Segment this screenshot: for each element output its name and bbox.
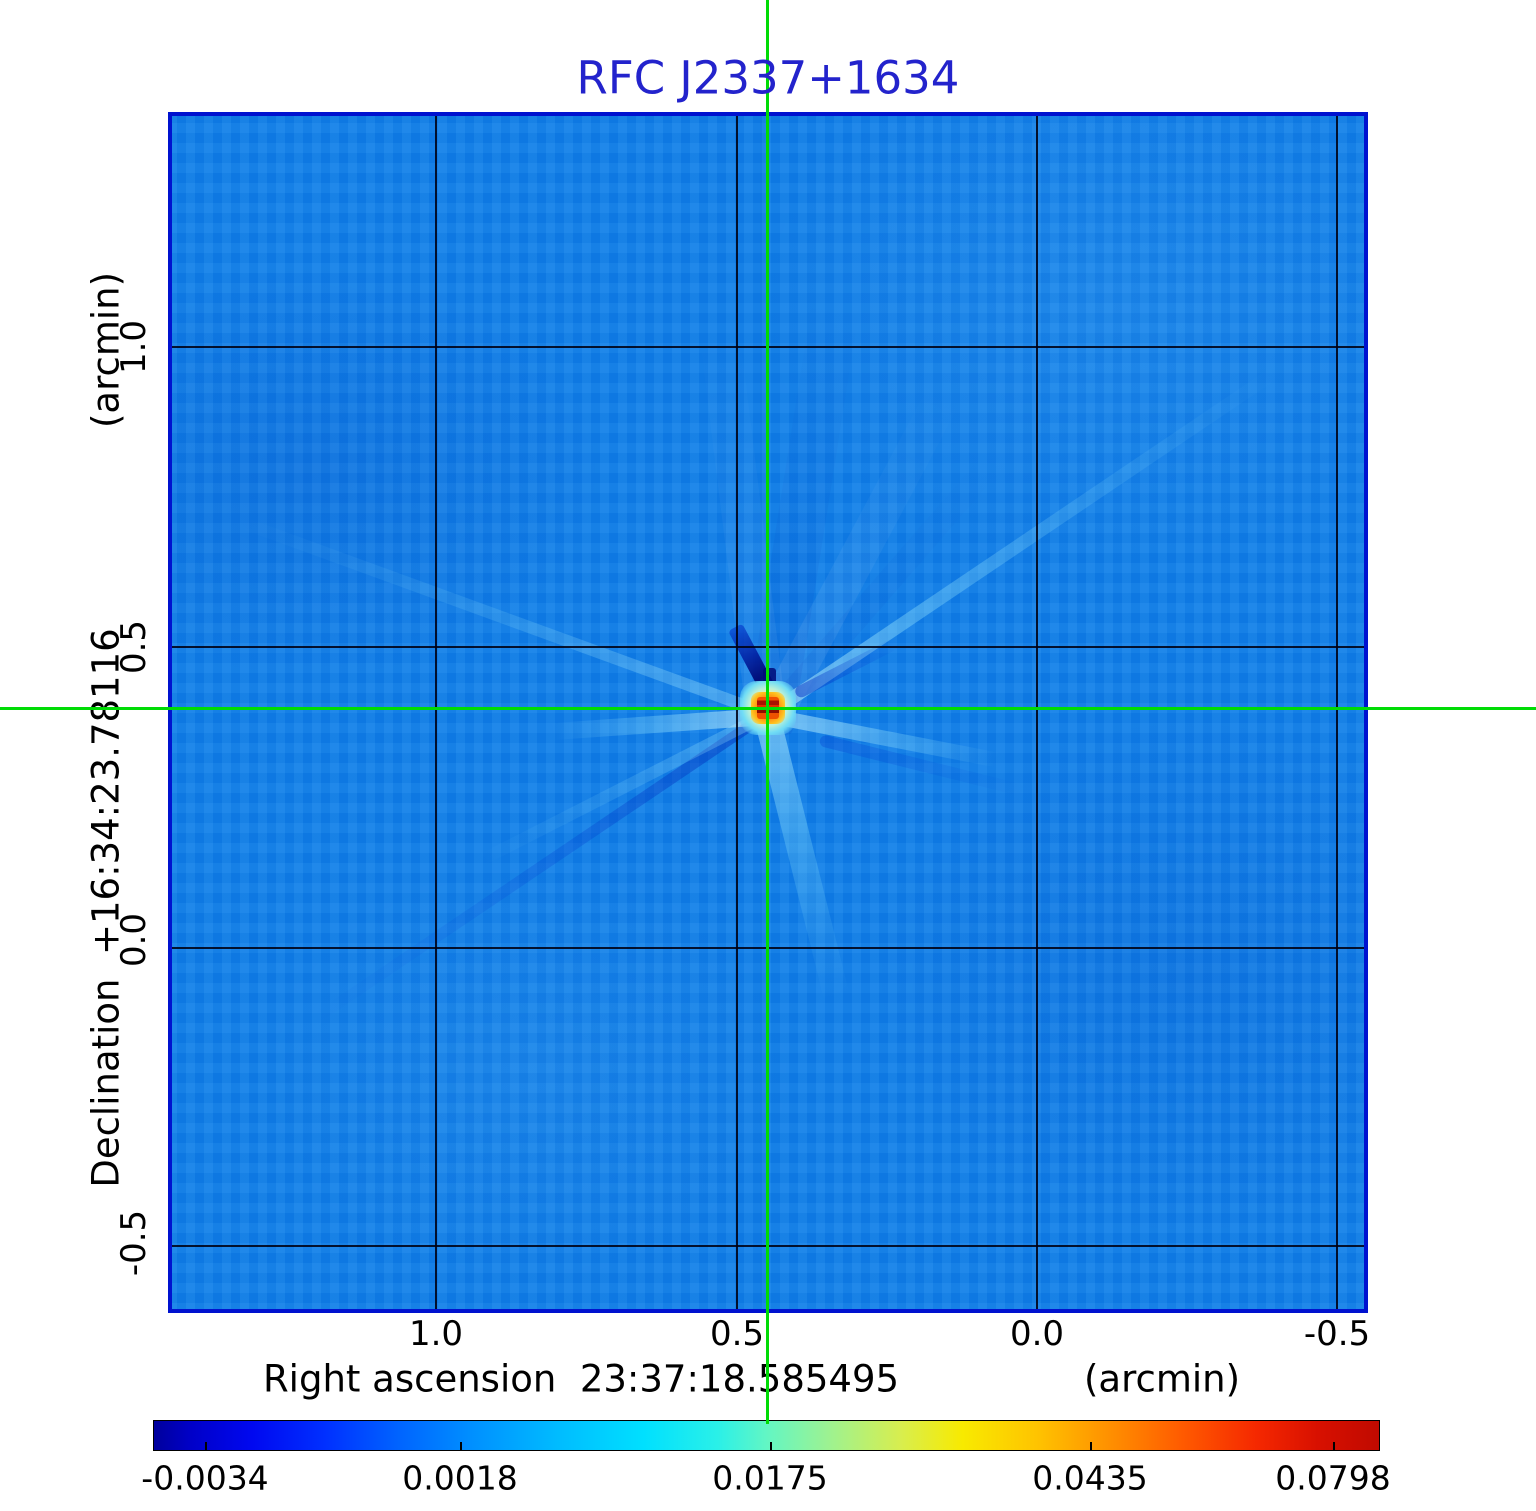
colorbar-tick [1333,1442,1335,1451]
grid-line-vertical [1036,112,1038,1313]
colorbar-tick-label: 0.0435 [1032,1458,1148,1498]
chart-title: RFC J2337+1634 [576,51,960,105]
colorbar-tick-label: -0.0034 [141,1458,269,1498]
colorbar-tick [460,1442,462,1451]
colorbar-tick [770,1442,772,1451]
x-axis-label: Right ascension 23:37:18.585495 [262,1357,900,1401]
crosshair-horizontal-line [0,707,1536,710]
y-tick-label: -0.5 [114,1209,154,1277]
sidelobe-dark-ray-lower-left [284,708,772,1043]
grid-line-vertical [736,112,738,1313]
grid-line-vertical [435,112,437,1313]
x-tick-label: -0.5 [1303,1314,1371,1354]
y-axis-label: Declination +16:34:23.78116 [84,628,128,1188]
grid-line-vertical [1336,112,1338,1313]
x-tick-label: 0.5 [709,1314,765,1354]
crosshair-vertical-line [766,0,769,1424]
sidelobe-ray-upper-left [183,496,771,720]
colorbar-tick-label: 0.0175 [712,1458,828,1498]
x-tick-label: 1.0 [408,1314,464,1354]
colorbar-tick [205,1442,207,1451]
y-tick-label: 0.0 [114,912,154,968]
x-axis-unit-label: (arcmin) [1083,1357,1241,1401]
y-tick-label: 0.5 [114,619,154,675]
colorbar-tick-label: 0.0798 [1275,1458,1391,1498]
y-tick-label: 1.0 [114,319,154,375]
x-tick-label: 0.0 [1009,1314,1065,1354]
colorbar-gradient [153,1420,1380,1451]
sidelobe-plume-down [755,717,850,1001]
colorbar-tick [1090,1442,1092,1451]
colorbar-tick-label: 0.0018 [402,1458,518,1498]
